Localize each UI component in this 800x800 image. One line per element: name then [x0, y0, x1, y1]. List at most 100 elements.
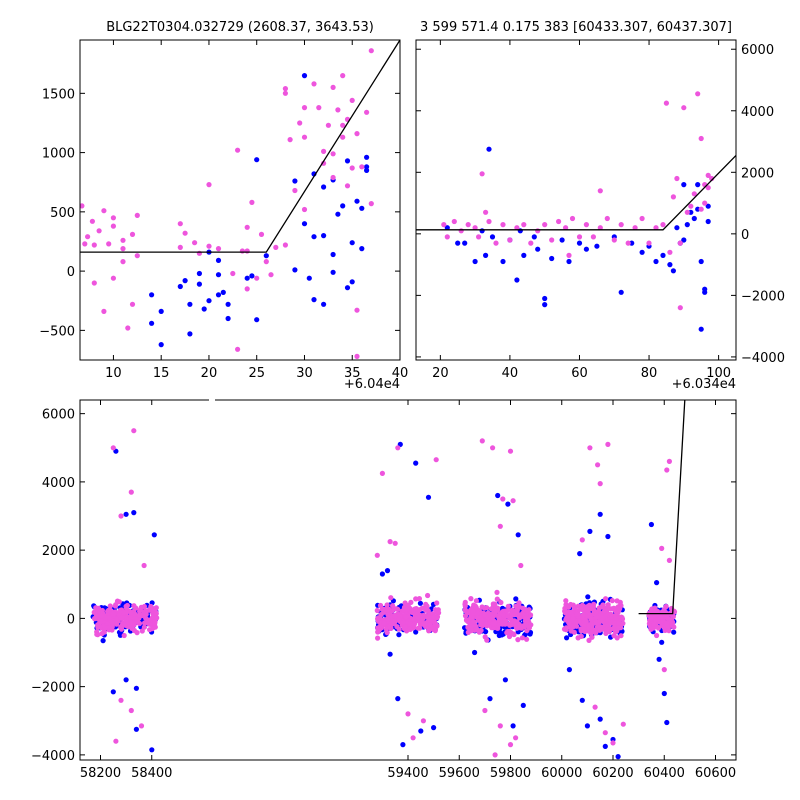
data-point-series-b — [528, 240, 534, 246]
data-point-series-b — [400, 619, 406, 626]
data-point-series-b — [670, 620, 676, 626]
data-point-series-b — [688, 203, 694, 209]
data-point-series-a — [496, 632, 502, 639]
data-point-series-b — [471, 619, 477, 625]
data-point-series-b — [670, 194, 677, 200]
data-point-series-b — [588, 630, 594, 636]
chart-title: 3 599 571.4 0.175 383 [60433.307, 60437.… — [420, 20, 732, 35]
data-point-series-b — [517, 615, 523, 621]
data-point-series-b — [301, 134, 308, 140]
data-point-series-b — [340, 122, 346, 128]
y-tick-label: 0 — [67, 612, 75, 627]
data-point-series-b — [134, 212, 140, 218]
data-point-series-a — [110, 689, 116, 695]
axes-frame — [415, 39, 737, 361]
data-point-series-a — [667, 262, 673, 268]
x-tick-label: 30 — [296, 366, 313, 381]
data-point-series-b — [611, 237, 617, 243]
data-point-series-b — [556, 218, 562, 225]
chart-panel-top-left: BLG22T0304.032729 (2608.37, 3643.53) +6.… — [39, 20, 408, 392]
data-point-series-b — [400, 607, 407, 613]
data-point-series-b — [468, 614, 474, 620]
data-point-series-b — [614, 628, 620, 634]
data-point-series-b — [655, 625, 662, 631]
data-point-series-b — [273, 244, 279, 250]
data-point-series-a — [196, 270, 202, 277]
data-point-series-a — [335, 211, 341, 217]
data-point-series-b — [374, 607, 380, 614]
data-point-series-b — [677, 305, 683, 311]
data-point-series-a — [215, 292, 222, 298]
data-point-series-b — [486, 612, 492, 618]
data-point-series-b — [562, 605, 568, 612]
data-point-series-b — [509, 607, 515, 613]
data-point-series-b — [354, 307, 360, 313]
data-point-series-b — [340, 73, 346, 79]
data-point-series-a — [472, 258, 478, 265]
data-point-series-b — [462, 613, 469, 619]
data-point-series-a — [311, 297, 317, 303]
data-point-series-b — [354, 131, 360, 137]
data-point-series-b — [119, 615, 125, 621]
data-point-series-b — [330, 84, 336, 90]
data-point-series-b — [603, 613, 609, 620]
data-point-series-b — [483, 209, 489, 215]
data-point-series-b — [663, 610, 669, 616]
data-point-series-a — [602, 743, 608, 750]
data-point-series-b — [597, 225, 603, 231]
data-point-series-b — [595, 619, 601, 625]
data-point-series-b — [618, 633, 624, 639]
data-point-series-b — [396, 616, 402, 622]
data-point-series-b — [206, 182, 212, 188]
data-point-series-b — [381, 620, 387, 626]
data-point-series-b — [592, 704, 598, 710]
data-point-series-b — [580, 612, 587, 618]
data-point-series-b — [478, 627, 484, 634]
data-point-series-a — [698, 258, 704, 265]
data-point-series-b — [99, 613, 105, 619]
data-point-series-b — [258, 231, 265, 237]
y-tick-label: 1000 — [42, 147, 75, 162]
data-point-series-a — [344, 285, 351, 291]
data-point-series-b — [95, 632, 101, 638]
data-point-series-b — [604, 215, 610, 222]
data-point-series-b — [507, 622, 513, 628]
data-point-series-b — [239, 248, 245, 254]
data-point-series-a — [594, 243, 600, 249]
data-point-series-a — [321, 301, 327, 307]
data-point-series-a — [698, 326, 704, 332]
y-tick-label: 0 — [741, 228, 749, 243]
model-line — [416, 154, 736, 231]
data-point-series-a — [566, 258, 572, 265]
data-point-series-b — [646, 240, 652, 246]
data-point-series-b — [497, 523, 503, 529]
data-point-series-a — [495, 492, 501, 499]
data-point-series-b — [385, 616, 391, 623]
data-point-series-b — [128, 707, 134, 714]
data-point-series-b — [432, 622, 438, 628]
data-point-series-b — [505, 603, 511, 610]
data-point-series-a — [705, 218, 711, 225]
data-point-series-a — [413, 629, 419, 635]
data-point-series-b — [132, 611, 138, 617]
data-point-series-a — [123, 677, 129, 683]
data-point-series-a — [487, 696, 493, 702]
data-point-series-a — [584, 723, 591, 729]
data-point-series-b — [667, 249, 673, 255]
data-point-series-a — [249, 273, 255, 279]
data-point-series-b — [244, 248, 250, 254]
data-point-series-b — [709, 175, 715, 182]
data-point-series-a — [364, 154, 370, 160]
data-point-series-b — [152, 615, 158, 621]
data-point-series-b — [316, 105, 322, 111]
data-point-series-b — [590, 603, 596, 609]
data-point-series-b — [469, 623, 475, 629]
data-point-series-b — [287, 137, 293, 143]
data-point-series-b — [522, 622, 529, 628]
data-point-series-a — [564, 635, 570, 641]
data-point-series-a — [502, 677, 508, 683]
data-point-series-a — [330, 269, 336, 275]
data-point-series-a — [531, 234, 537, 240]
data-point-series-a — [349, 279, 355, 285]
data-point-series-b — [268, 272, 274, 278]
